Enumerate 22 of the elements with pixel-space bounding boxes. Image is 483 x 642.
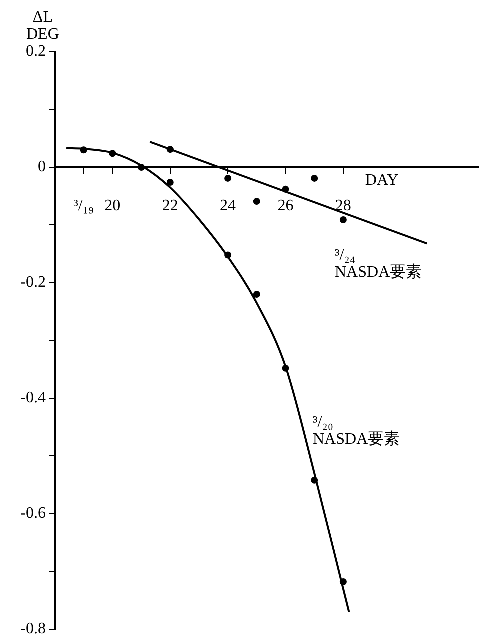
y-axis-title: ΔL DEG <box>26 9 60 44</box>
y-tick-label: 0.2 <box>26 43 46 60</box>
x-tick-label: 20 <box>104 197 121 214</box>
x-tick-label: 22 <box>162 197 178 214</box>
point <box>253 291 260 298</box>
point <box>311 174 318 182</box>
y-tick-label: -0.4 <box>20 390 46 407</box>
y-tick-label: -0.6 <box>20 505 46 522</box>
x-tick-label: 28 <box>335 197 352 214</box>
y-tick-label: -0.8 <box>20 620 46 638</box>
point <box>340 216 347 224</box>
x-axis-title: DAY <box>365 172 399 190</box>
point <box>253 198 260 206</box>
point <box>224 174 232 182</box>
point <box>166 178 174 186</box>
annotation: ³/₂₄ NASDA要素 <box>335 247 422 282</box>
x-tick-label: 24 <box>220 197 236 214</box>
y-tick-label: 0 <box>38 158 46 176</box>
x-tick-label: ³/₁₉ <box>74 197 94 214</box>
annotation: ³/₂₀ NASDA要素 <box>313 414 400 449</box>
x-tick-label: 26 <box>278 197 294 214</box>
y-tick-label: -0.2 <box>20 274 46 292</box>
